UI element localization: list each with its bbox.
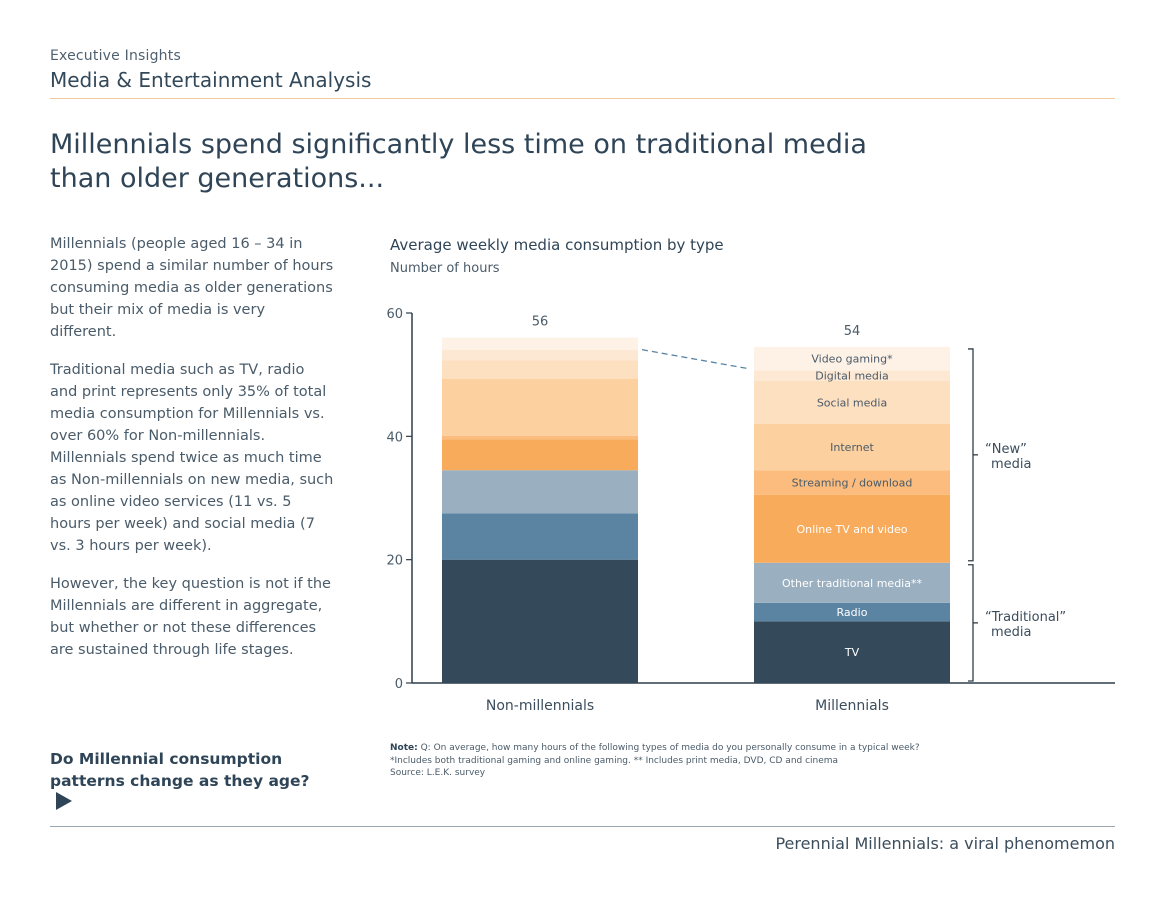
page-headline: Millennials spend significantly less tim… (50, 129, 867, 194)
group-label: media (991, 625, 1032, 640)
group-bracket (968, 564, 974, 682)
bar-total-label: 54 (844, 324, 861, 339)
segment-label: Online TV and video (797, 523, 908, 536)
chart-notes: Note: Q: On average, how many hours of t… (390, 742, 1110, 780)
body-paragraph-1: Millennials (people aged 16 – 34 in 2015… (50, 236, 334, 340)
note-prefix: Note: (390, 743, 418, 753)
bar-segment (754, 370, 950, 381)
bar-segment (442, 350, 638, 361)
bar-segment (442, 513, 638, 560)
bar-segment (754, 346, 950, 371)
bar-segment (442, 337, 638, 350)
group-label: “New” (985, 442, 1027, 457)
bar-total-label: 56 (532, 315, 549, 330)
note-question: Q: On average, how many hours of the fol… (417, 743, 920, 753)
bar-segment (442, 360, 638, 379)
y-tick-label: 40 (386, 430, 403, 445)
bar-segment (754, 424, 950, 471)
connector-line (641, 349, 751, 370)
segment-label: Social media (817, 396, 887, 409)
y-tick-label: 0 (395, 677, 403, 692)
bar-segment (442, 435, 638, 440)
bar-segment (754, 562, 950, 603)
note-line-2: *Includes both traditional gaming and on… (390, 755, 839, 766)
footer-divider (50, 826, 1115, 827)
bar-segment (442, 470, 638, 514)
bar-segment (754, 621, 950, 683)
play-arrow-icon (56, 792, 72, 816)
segment-label: Other traditional media** (782, 577, 922, 590)
chart-y-axis-label: Number of hours (390, 261, 500, 276)
header-divider (50, 98, 1115, 99)
group-label: media (991, 457, 1032, 472)
bar-segment (754, 602, 950, 622)
segment-label: TV (844, 646, 860, 659)
group-label: “Traditional” (985, 610, 1066, 625)
body-paragraph-3: However, the key question is not if the … (50, 576, 331, 658)
segment-label: Radio (837, 606, 868, 619)
segment-label: Digital media (815, 370, 888, 383)
body-paragraph-2: Traditional media such as TV, radio and … (50, 362, 334, 554)
segment-label: Streaming / download (792, 477, 913, 490)
chart-title: Average weekly media consumption by type (390, 236, 724, 254)
header-kicker: Executive Insights (50, 48, 181, 64)
stacked-bar-chart: 0 20 40 60 56 Non-millennials TV Radio Other tra… (386, 307, 1115, 714)
bar-segment (442, 439, 638, 471)
note-line-1: Note: Q: On average, how many hours of t… (390, 742, 1110, 755)
bar-segment (754, 380, 950, 424)
bar-segment (442, 559, 638, 683)
group-bracket (968, 348, 974, 562)
x-category-label: Millennials (815, 698, 889, 714)
y-tick-label: 20 (386, 554, 403, 569)
bar-segment (754, 470, 950, 495)
note-source: Source: L.E.K. survey (390, 768, 486, 778)
header-title: Media & Entertainment Analysis (50, 68, 372, 92)
cta-link[interactable]: Do Millennial consumption patterns chang… (50, 748, 330, 816)
footer-text: Perennial Millennials: a viral phenomemo… (775, 834, 1115, 853)
segment-label: Video gaming* (811, 353, 893, 366)
segment-label: Internet (830, 441, 874, 454)
x-category-label: Non-millennials (486, 698, 594, 714)
bar-segment (442, 378, 638, 436)
cta-label: Do Millennial consumption patterns chang… (50, 750, 310, 790)
body-text: Millennials (people aged 16 – 34 in 2015… (50, 233, 335, 677)
y-tick-label: 60 (386, 307, 403, 322)
bar-segment (754, 494, 950, 563)
